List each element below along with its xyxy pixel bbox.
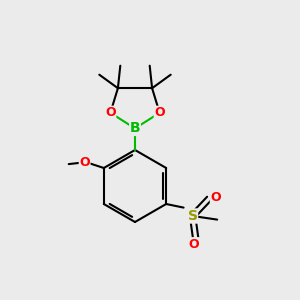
Text: O: O [210,190,221,204]
Text: O: O [189,238,200,251]
Text: O: O [105,106,116,119]
Text: O: O [79,156,90,169]
Text: S: S [188,209,198,223]
Text: O: O [154,106,165,119]
Text: B: B [130,122,140,135]
